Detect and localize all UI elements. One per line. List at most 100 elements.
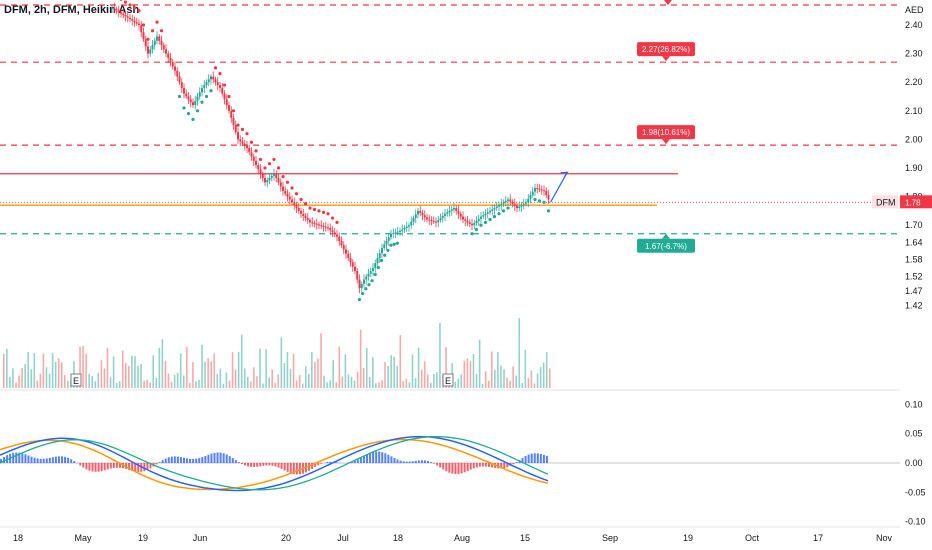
candle-body — [511, 201, 514, 204]
x-tick-label: 17 — [813, 533, 823, 543]
price-tag-value-box — [900, 195, 932, 209]
candle-body — [507, 199, 509, 201]
volume-bar — [396, 366, 399, 388]
candle-body — [529, 195, 532, 199]
volume-bar — [515, 375, 517, 388]
trailing-stop-dot — [227, 94, 231, 99]
candle-body — [223, 93, 226, 100]
volume-bar — [3, 354, 5, 388]
volume-bar — [18, 375, 20, 388]
volume-bar — [463, 360, 466, 388]
projection-arrowhead — [560, 171, 569, 177]
osc-histogram-bar — [475, 463, 478, 468]
candle-body — [394, 232, 397, 234]
candle-body — [187, 96, 190, 100]
trailing-stop-dot — [159, 29, 164, 33]
osc-histogram-bar — [134, 463, 137, 472]
x-tick-label: Oct — [745, 533, 760, 543]
volume-bar — [42, 353, 45, 388]
y-tick-label: 1.47 — [905, 286, 923, 296]
candle-body — [171, 62, 174, 67]
volume-bar — [30, 369, 33, 388]
volume-bar — [210, 361, 212, 388]
volume-bar — [274, 382, 277, 388]
volume-bar — [131, 355, 133, 388]
osc-histogram-bar — [198, 458, 201, 463]
osc-histogram-bar — [527, 454, 530, 463]
trailing-stop-dot — [483, 220, 488, 224]
volume-bar — [21, 367, 23, 388]
osc-histogram-bar — [176, 456, 179, 463]
osc-signal-line — [0, 438, 549, 491]
trailing-stop-dot — [285, 180, 290, 184]
osc-histogram-bar — [478, 463, 481, 467]
trailing-stop-dot — [364, 287, 368, 291]
osc-histogram-bar — [79, 463, 82, 466]
candle-body — [430, 220, 433, 222]
volume-bar — [405, 378, 408, 388]
volume-bar — [524, 349, 527, 388]
volume-bar — [460, 374, 463, 388]
volume-bar — [308, 373, 310, 388]
osc-histogram-bar — [219, 452, 222, 463]
candle-body — [448, 210, 451, 213]
volume-bar — [256, 376, 258, 388]
volume-bar — [466, 358, 469, 388]
candle-body — [324, 226, 327, 228]
candle-body — [138, 23, 140, 25]
candle-body — [543, 190, 545, 192]
candle-body — [385, 240, 388, 245]
osc-histogram-bar — [24, 454, 27, 463]
volume-bar — [298, 375, 301, 388]
earnings-marker-box — [442, 373, 454, 387]
trailing-stop-dot — [222, 83, 227, 87]
trailing-stop-dot — [542, 200, 546, 204]
volume-bar — [381, 380, 383, 388]
candle-body — [144, 39, 147, 47]
candle-body — [421, 213, 424, 216]
candle-body — [284, 190, 287, 194]
candle-body — [151, 45, 154, 50]
candle-body — [378, 253, 381, 259]
candle-body — [423, 215, 426, 218]
trailing-stop-dot — [546, 209, 551, 213]
osc-histogram-bar — [186, 458, 189, 463]
candle-body — [468, 222, 471, 224]
level-pointer — [664, 0, 672, 5]
candle-body — [347, 253, 350, 259]
osc-histogram-bar — [545, 455, 548, 463]
osc-histogram-bar — [433, 463, 436, 464]
volume-bar — [283, 363, 286, 388]
candle-body — [248, 147, 251, 153]
osc-histogram-bar — [94, 463, 97, 472]
osc-histogram-bar — [268, 463, 271, 466]
trailing-stop-dot — [389, 243, 393, 247]
osc-histogram-bar — [85, 463, 88, 470]
volume-bar — [143, 380, 145, 388]
candle-body — [471, 223, 473, 226]
osc-histogram-bar — [533, 453, 536, 463]
volume-bar — [475, 373, 478, 388]
candle-body — [185, 93, 188, 97]
osc-histogram-bar — [326, 462, 329, 463]
y-tick-label: 1.52 — [905, 272, 923, 282]
volume-bar — [100, 360, 103, 388]
trailing-stop-dot — [213, 66, 218, 70]
earnings-marker-box — [70, 373, 82, 387]
trailing-stop-dot — [123, 0, 128, 4]
candle-body — [410, 221, 413, 226]
volume-bar — [243, 368, 246, 388]
volume-bar — [408, 382, 411, 388]
trailing-stop-dot — [276, 166, 281, 170]
osc-histogram-bar — [54, 456, 57, 463]
candle-body — [491, 209, 494, 211]
level-label: 2.27(26.82%) — [642, 45, 690, 54]
level-pointer — [662, 233, 670, 239]
osc-histogram-bar — [314, 463, 317, 468]
volume-bar — [182, 375, 185, 388]
volume-bar — [512, 366, 514, 388]
candle-body — [396, 231, 399, 233]
trailing-stop-dot — [263, 166, 267, 170]
